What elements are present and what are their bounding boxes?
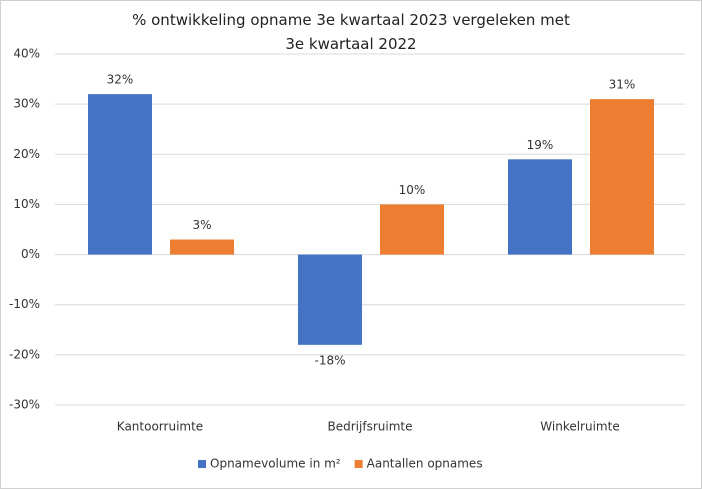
y-tick-label: 10% — [13, 197, 40, 211]
data-label: 3% — [192, 218, 211, 232]
data-label: -18% — [314, 353, 345, 367]
bar — [508, 159, 572, 255]
bar — [170, 239, 234, 255]
data-label: 32% — [107, 73, 134, 87]
y-tick-label: 30% — [13, 97, 40, 111]
y-tick-label: -10% — [9, 297, 40, 311]
y-tick-label: -30% — [9, 398, 40, 412]
data-label: 10% — [399, 183, 426, 197]
bar — [88, 94, 152, 255]
bar — [590, 99, 654, 255]
bar — [298, 254, 362, 345]
legend-swatch — [198, 460, 206, 468]
y-tick-label: -20% — [9, 347, 40, 361]
y-tick-label: 40% — [13, 47, 40, 61]
y-tick-label: 0% — [21, 247, 40, 261]
chart-title: % ontwikkeling opname 3e kwartaal 2023 v… — [132, 11, 570, 53]
legend-label: Opnamevolume in m² — [210, 457, 341, 471]
x-tick-label: Bedrijfsruimte — [328, 420, 413, 434]
y-tick-label: 20% — [13, 147, 40, 161]
data-label: 31% — [609, 78, 636, 92]
data-label: 19% — [527, 138, 554, 152]
legend-label: Aantallen opnames — [367, 457, 483, 471]
bar — [380, 204, 444, 255]
x-tick-label: Winkelruimte — [540, 420, 619, 434]
legend-swatch — [354, 460, 363, 468]
x-tick-label: Kantoorruimte — [117, 420, 203, 434]
